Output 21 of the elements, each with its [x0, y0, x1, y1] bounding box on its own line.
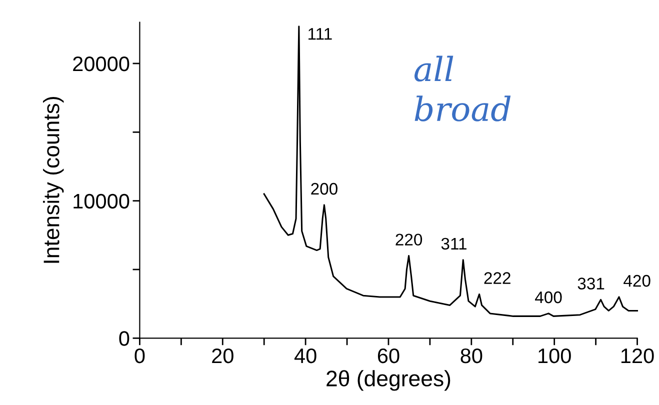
x-tick-label: 100: [538, 348, 571, 364]
annotation: 220: [396, 234, 422, 246]
y-tick-label: 20000: [73, 56, 130, 72]
annotation: 200: [311, 182, 338, 195]
x-tick-label: 40: [294, 348, 316, 364]
y-axis-title: Intensity (counts): [43, 96, 64, 263]
x-tick-label: 0: [134, 348, 145, 364]
x-axis-title: 2θ (degrees): [326, 370, 450, 391]
x-tick-label: 20: [212, 348, 234, 364]
x-tick-label: 60: [378, 348, 400, 364]
annotation: 400: [535, 291, 562, 304]
y-tick-label: 10000: [74, 194, 130, 209]
x-tick-label: 120: [621, 348, 654, 364]
annotation: 420: [624, 274, 650, 287]
annotation: 331: [578, 278, 604, 290]
annotation: 222: [484, 272, 510, 284]
annotation: 111: [308, 28, 332, 40]
annotation: 311: [441, 238, 466, 250]
x-tick-label: 80: [460, 348, 482, 364]
annotation: all broad: [414, 56, 511, 122]
y-tick-label: 0: [119, 331, 130, 346]
